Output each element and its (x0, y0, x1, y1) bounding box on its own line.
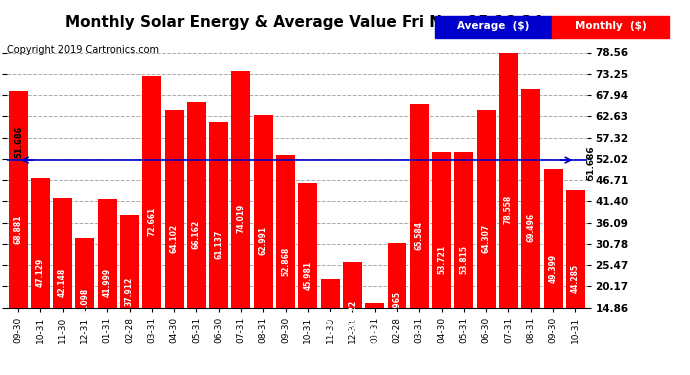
Text: 45.981: 45.981 (304, 260, 313, 290)
Text: Monthly Solar Energy & Average Value Fri Nov 15 16:34: Monthly Solar Energy & Average Value Fri… (65, 15, 542, 30)
Text: 26.222: 26.222 (348, 300, 357, 329)
Bar (209, 122, 228, 367)
Bar (53, 198, 72, 367)
Text: 49.399: 49.399 (549, 254, 558, 283)
Text: 72.661: 72.661 (147, 207, 157, 236)
Bar (8, 91, 28, 367)
Text: 64.102: 64.102 (170, 224, 179, 253)
Text: 66.162: 66.162 (192, 220, 201, 249)
Text: 78.558: 78.558 (504, 195, 513, 224)
Bar (98, 199, 117, 367)
Text: 42.148: 42.148 (58, 268, 67, 297)
Text: Average  ($): Average ($) (457, 21, 529, 31)
Bar (321, 279, 339, 367)
Bar (365, 303, 384, 367)
Bar (566, 190, 585, 367)
Bar (187, 102, 206, 367)
Bar (544, 169, 562, 367)
Bar (343, 262, 362, 367)
Text: 62.991: 62.991 (259, 226, 268, 255)
Text: 68.881: 68.881 (14, 214, 23, 244)
Text: 32.098: 32.098 (81, 288, 90, 317)
Bar (388, 243, 406, 367)
Text: 16.107: 16.107 (371, 320, 380, 350)
Bar (276, 155, 295, 367)
Text: 51.686: 51.686 (14, 126, 23, 158)
Text: 44.285: 44.285 (571, 264, 580, 293)
Bar (298, 183, 317, 367)
Text: 47.129: 47.129 (36, 258, 45, 287)
Text: 64.307: 64.307 (482, 224, 491, 253)
Text: Monthly  ($): Monthly ($) (575, 21, 647, 31)
Bar (254, 115, 273, 367)
Text: 65.584: 65.584 (415, 221, 424, 250)
Text: 69.496: 69.496 (526, 213, 535, 243)
Text: 30.965: 30.965 (393, 291, 402, 320)
Text: 53.721: 53.721 (437, 245, 446, 274)
Text: 51.686: 51.686 (586, 146, 595, 180)
Bar (75, 238, 95, 367)
Bar (455, 152, 473, 367)
Text: 22.077: 22.077 (326, 308, 335, 338)
Text: Copyright 2019 Cartronics.com: Copyright 2019 Cartronics.com (7, 45, 159, 55)
Bar (499, 53, 518, 367)
Text: 53.815: 53.815 (460, 245, 469, 274)
Text: 41.999: 41.999 (103, 268, 112, 297)
Bar (120, 215, 139, 367)
Bar (477, 110, 495, 367)
Bar (410, 105, 428, 367)
Text: 74.019: 74.019 (237, 204, 246, 234)
Text: 52.868: 52.868 (281, 246, 290, 276)
Bar (31, 178, 50, 367)
Bar (432, 152, 451, 367)
Text: 61.137: 61.137 (214, 230, 223, 259)
Bar (165, 110, 184, 367)
Text: 37.912: 37.912 (125, 276, 134, 306)
Bar (232, 70, 250, 367)
Bar (142, 76, 161, 367)
Bar (522, 89, 540, 367)
